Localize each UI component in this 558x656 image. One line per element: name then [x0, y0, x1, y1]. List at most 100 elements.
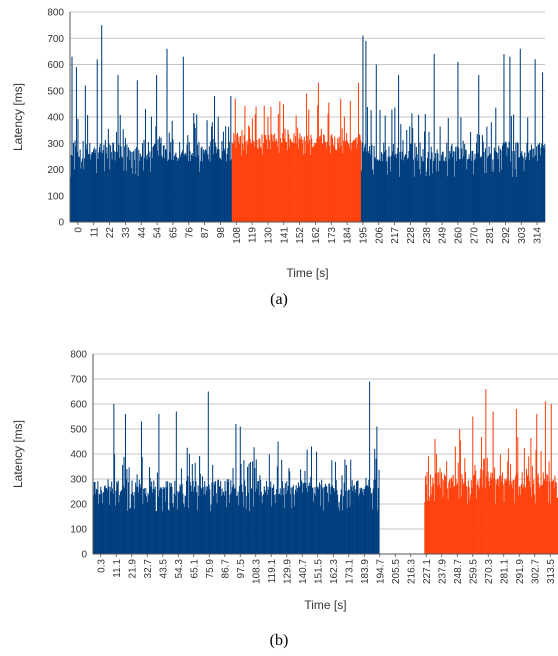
chart-a-bar	[504, 143, 506, 222]
chart-a-bar	[354, 140, 356, 222]
chart-a-bar	[272, 135, 274, 222]
chart-a-bar	[515, 142, 517, 222]
chart-b-bar	[427, 500, 429, 554]
chart-b-bar	[374, 479, 376, 554]
chart-a-bar	[358, 133, 360, 222]
chart-a-bar	[376, 160, 378, 222]
chart-b-bar	[449, 479, 451, 554]
chart-b-bar	[194, 462, 196, 554]
chart-b-bar	[551, 481, 553, 554]
chart-b-xtick-label: 248.7	[453, 559, 464, 584]
chart-a-bar	[133, 160, 135, 222]
chart-a-bar	[403, 156, 406, 222]
chart-a-bar	[419, 142, 421, 222]
chart-a-xtick-label: 184	[343, 227, 354, 244]
chart-b-bar	[308, 485, 310, 554]
chart-a-bar	[117, 75, 119, 222]
chart-a-bar	[498, 145, 500, 222]
chart-b-bar	[515, 475, 517, 554]
chart-a-bar	[389, 171, 391, 222]
chart-a-bar	[71, 56, 73, 222]
chart-b-bar	[161, 488, 163, 554]
chart-b-bar	[299, 485, 301, 554]
chart-a-bar	[320, 135, 322, 222]
chart-b-ytick-label: 600	[70, 400, 87, 411]
chart-a-bar	[385, 149, 387, 222]
chart-a-bar	[195, 156, 197, 222]
chart-b-bar	[316, 487, 318, 554]
chart-a-bar	[82, 141, 84, 222]
chart-a-bar	[342, 153, 344, 222]
chart-b-bar	[483, 458, 485, 554]
chart-b-bar	[448, 482, 450, 554]
chart-b-bar	[322, 487, 324, 554]
chart-a-bar	[334, 150, 337, 222]
chart-a-bar	[123, 170, 125, 222]
chart-a-bar	[232, 144, 234, 222]
chart-b-bar	[217, 479, 219, 554]
chart-a-bar	[217, 116, 219, 222]
chart-a-bar	[360, 170, 362, 222]
chart-b-bar	[450, 478, 452, 554]
chart-a-bar	[153, 145, 155, 222]
chart-b-bar	[297, 482, 299, 554]
chart-a-bar	[374, 157, 376, 222]
chart-a-bar	[440, 160, 442, 222]
chart-a-bar	[442, 151, 444, 222]
chart-a-bar	[508, 141, 510, 222]
chart-b-bar	[281, 459, 283, 554]
chart-b-bar	[552, 479, 554, 554]
chart-a-bar	[138, 149, 140, 222]
chart-a-xtick-label: 0	[73, 227, 84, 233]
chart-a-bar	[162, 145, 164, 222]
chart-a-bar	[70, 177, 72, 222]
chart-b-bar	[110, 491, 112, 554]
chart-b-bar	[520, 494, 522, 554]
chart-b-bar	[494, 503, 496, 554]
chart-a-bar	[143, 139, 145, 222]
chart-a-bar	[309, 154, 311, 222]
chart-a-bar	[380, 161, 382, 222]
chart-b-bar	[99, 494, 101, 554]
chart-b-bar	[467, 480, 469, 554]
chart-a-bar	[429, 159, 432, 222]
chart-a-bar	[165, 149, 167, 222]
chart-a-bar	[394, 107, 396, 222]
chart-a-bar	[300, 139, 302, 222]
chart-b-bar	[240, 463, 242, 554]
chart-a-xtick-label: 173	[327, 227, 338, 244]
chart-b-bar	[427, 456, 429, 554]
chart-b-bar	[297, 487, 299, 554]
chart-a-bar	[350, 150, 352, 222]
chart-a-bar	[343, 140, 345, 222]
chart-b-bar	[334, 461, 336, 554]
chart-b-bar	[192, 480, 194, 554]
chart-a-bar	[534, 59, 536, 222]
chart-a-bar	[375, 64, 377, 222]
chart-a-bar	[234, 98, 236, 222]
chart-a-bar	[308, 109, 310, 222]
chart-b-bar	[100, 486, 102, 554]
chart-a-bar	[233, 133, 235, 222]
chart-b-bar	[314, 487, 316, 554]
chart-a-bar	[76, 151, 78, 222]
chart-b-xtick-label: 302.7	[530, 559, 541, 584]
chart-b-bar	[507, 461, 509, 554]
chart-b-bar	[474, 464, 476, 554]
chart-a-bar	[411, 113, 413, 222]
chart-b-bar	[264, 490, 266, 554]
chart-a-bar	[461, 158, 463, 222]
chart-b-bar	[480, 468, 482, 554]
chart-a-bar	[279, 101, 281, 222]
chart-a-bar	[445, 161, 447, 222]
chart-b-bar	[454, 485, 456, 554]
chart-b-bar	[321, 479, 323, 554]
chart-b-bar	[225, 507, 227, 554]
chart-b-bar	[473, 474, 475, 554]
chart-a-xtick-label: 281	[485, 227, 496, 244]
chart-a-bar	[457, 61, 459, 222]
chart-a-bar	[182, 150, 184, 222]
chart-a-bar	[166, 48, 168, 222]
chart-b-bar	[523, 448, 525, 554]
chart-b-bar	[271, 506, 273, 554]
